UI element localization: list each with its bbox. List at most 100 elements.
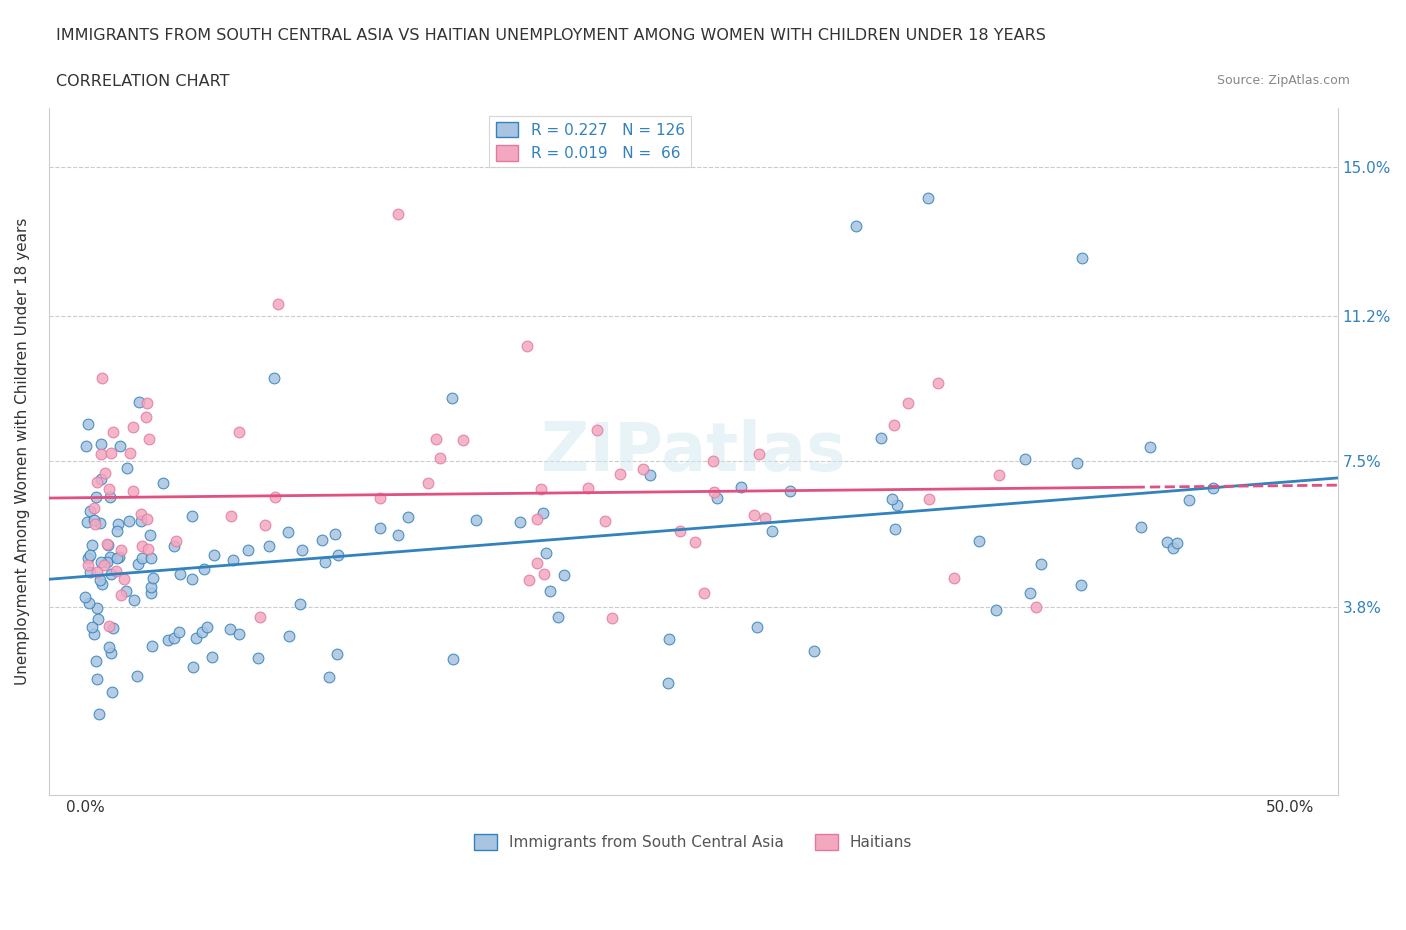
Point bbox=[77, 551, 100, 565]
Point bbox=[101, 425, 124, 440]
Point bbox=[326, 647, 349, 662]
Point bbox=[98, 618, 121, 633]
Point bbox=[89, 707, 111, 722]
Point bbox=[97, 538, 120, 552]
Point bbox=[222, 552, 245, 567]
Point bbox=[702, 454, 724, 469]
Point bbox=[141, 639, 163, 654]
Point bbox=[112, 571, 135, 586]
Point bbox=[90, 554, 112, 569]
Point bbox=[91, 577, 114, 591]
Point bbox=[195, 619, 218, 634]
Point bbox=[80, 619, 103, 634]
Point bbox=[1166, 535, 1188, 550]
Point bbox=[692, 586, 714, 601]
Point bbox=[165, 534, 187, 549]
Point bbox=[90, 370, 112, 385]
Point bbox=[779, 484, 801, 498]
Point bbox=[683, 535, 706, 550]
Point bbox=[730, 479, 752, 494]
Point bbox=[1161, 541, 1184, 556]
Legend: Immigrants from South Central Asia, Haitians: Immigrants from South Central Asia, Hait… bbox=[468, 828, 918, 857]
Point bbox=[547, 609, 569, 624]
Point bbox=[83, 500, 105, 515]
Point bbox=[110, 438, 132, 453]
Point bbox=[323, 526, 346, 541]
Point bbox=[986, 603, 1008, 618]
Point bbox=[263, 370, 285, 385]
Point bbox=[236, 543, 259, 558]
Point bbox=[79, 548, 101, 563]
Point bbox=[110, 542, 132, 557]
Point bbox=[152, 475, 174, 490]
Point bbox=[94, 466, 117, 481]
Point bbox=[927, 375, 949, 390]
Point bbox=[124, 592, 146, 607]
Point bbox=[668, 524, 690, 538]
Point bbox=[139, 585, 162, 600]
Point bbox=[277, 525, 299, 540]
Text: Source: ZipAtlas.com: Source: ZipAtlas.com bbox=[1216, 74, 1350, 87]
Point bbox=[368, 521, 391, 536]
Point bbox=[883, 418, 905, 432]
Point bbox=[288, 597, 311, 612]
Point bbox=[76, 514, 98, 529]
Point bbox=[90, 437, 112, 452]
Point bbox=[706, 490, 728, 505]
Point bbox=[1130, 519, 1153, 534]
Point bbox=[918, 492, 941, 507]
Point bbox=[318, 670, 340, 684]
Point bbox=[1070, 578, 1092, 592]
Point bbox=[100, 566, 122, 581]
Point bbox=[141, 580, 163, 595]
Point bbox=[98, 490, 121, 505]
Point bbox=[1014, 451, 1036, 466]
Point bbox=[897, 396, 920, 411]
Point bbox=[89, 516, 111, 531]
Point bbox=[326, 547, 349, 562]
Point bbox=[114, 583, 136, 598]
Point bbox=[82, 538, 104, 552]
Point bbox=[425, 432, 447, 446]
Point bbox=[97, 482, 120, 497]
Point bbox=[120, 445, 142, 460]
Point bbox=[96, 554, 118, 569]
Point bbox=[142, 571, 165, 586]
Point bbox=[105, 524, 128, 538]
Point bbox=[370, 490, 392, 505]
Point bbox=[139, 551, 162, 565]
Point bbox=[553, 567, 575, 582]
Point bbox=[108, 550, 131, 565]
Point bbox=[387, 206, 409, 221]
Point bbox=[917, 191, 939, 206]
Point bbox=[987, 468, 1010, 483]
Point bbox=[418, 476, 440, 491]
Point bbox=[266, 297, 288, 312]
Point bbox=[100, 445, 122, 460]
Point bbox=[534, 545, 557, 560]
Point bbox=[98, 550, 121, 565]
Point bbox=[1031, 556, 1053, 571]
Point bbox=[886, 498, 908, 512]
Y-axis label: Unemployment Among Women with Children Under 18 years: Unemployment Among Women with Children U… bbox=[15, 218, 30, 685]
Point bbox=[129, 507, 152, 522]
Point bbox=[118, 513, 141, 528]
Point bbox=[845, 219, 868, 233]
Text: ZIPatlas: ZIPatlas bbox=[541, 418, 845, 485]
Point bbox=[136, 395, 159, 410]
Text: CORRELATION CHART: CORRELATION CHART bbox=[56, 74, 229, 89]
Point bbox=[1070, 251, 1092, 266]
Point bbox=[90, 472, 112, 486]
Point bbox=[942, 571, 965, 586]
Point bbox=[745, 619, 768, 634]
Point bbox=[593, 514, 616, 529]
Point bbox=[441, 651, 464, 666]
Point bbox=[314, 554, 336, 569]
Point bbox=[89, 573, 111, 588]
Point bbox=[517, 573, 540, 588]
Point bbox=[131, 538, 153, 553]
Point bbox=[526, 555, 548, 570]
Point bbox=[75, 438, 97, 453]
Point bbox=[77, 596, 100, 611]
Point bbox=[228, 627, 250, 642]
